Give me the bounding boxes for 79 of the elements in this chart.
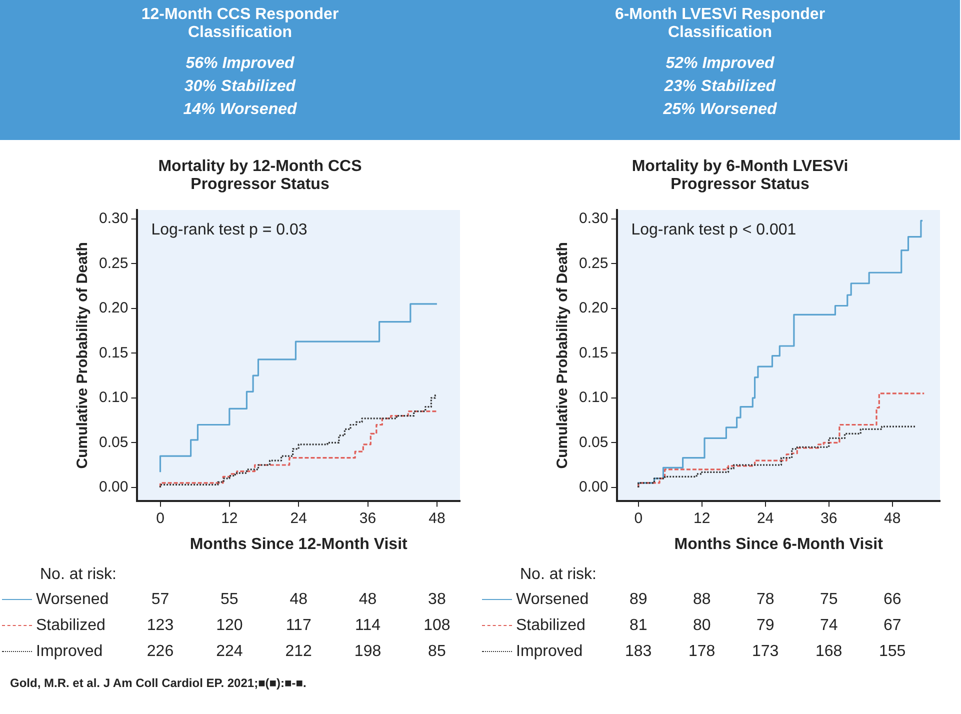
text: 89 xyxy=(629,591,648,609)
text: 108 xyxy=(424,617,450,635)
annotation: Log-rank test p = 0.03 xyxy=(151,221,308,238)
chart-title: Mortality by 12-Month CCS Progressor Status xyxy=(157,158,363,194)
x-axis-title: Months Since 12-Month Visit xyxy=(190,536,408,553)
text: 88 xyxy=(692,591,711,609)
legend-label: Improved xyxy=(515,643,583,661)
x-tick-label: 36 xyxy=(820,510,838,527)
x-tick-label: 48 xyxy=(884,510,901,527)
text: 123 xyxy=(146,617,174,635)
text: Gold, M.R. et al. J Am Coll Cardiol EP. 2021;■(■):■-■. xyxy=(9,676,308,690)
text: 183 xyxy=(625,643,652,661)
y-axis-title: Cumulative Probability of Death xyxy=(74,242,92,469)
x-tick-label: 24 xyxy=(290,510,307,527)
text: 114 xyxy=(355,617,381,635)
text: 198 xyxy=(354,643,382,661)
text: 155 xyxy=(879,643,906,661)
text: 14% Worsened xyxy=(182,100,298,120)
text: 226 xyxy=(146,643,174,661)
y-tick-label: 0.25 xyxy=(578,254,608,272)
y-tick-label: 0.00 xyxy=(578,478,608,496)
x-axis-title: Months Since 6-Month Visit xyxy=(674,536,884,553)
y-tick-label: 0.00 xyxy=(98,478,128,496)
legend-label: Stabilized xyxy=(515,617,586,635)
x-tick-label: 48 xyxy=(428,510,446,527)
text: 57 xyxy=(151,591,170,609)
y-tick-label: 0.20 xyxy=(578,300,608,317)
text: 67 xyxy=(883,617,902,635)
text: 168 xyxy=(816,643,842,661)
text: 80 xyxy=(692,617,711,635)
legend-label: Worsened xyxy=(515,591,589,609)
text: 38 xyxy=(428,591,446,609)
text: 6-Month LVESVi Responder Classification xyxy=(614,6,826,42)
y-tick-label: 0.30 xyxy=(578,210,608,228)
text: 75 xyxy=(820,591,838,609)
y-tick-label: 0.15 xyxy=(578,344,608,362)
y-tick-label: 0.20 xyxy=(98,300,128,317)
text: 74 xyxy=(820,617,838,635)
text: No. at risk: xyxy=(39,566,118,585)
text: 85 xyxy=(428,643,446,661)
text: 78 xyxy=(756,591,774,609)
x-tick-label: 24 xyxy=(757,510,774,527)
text: 224 xyxy=(216,643,243,661)
text: 25% Worsened xyxy=(662,100,778,120)
text: 23% Stabilized xyxy=(663,77,777,97)
x-tick-label: 0 xyxy=(156,510,164,527)
y-tick-label: 0.25 xyxy=(98,254,128,272)
y-tick-label: 0.05 xyxy=(578,434,608,451)
text: 212 xyxy=(285,643,312,661)
text: 48 xyxy=(290,591,308,609)
text: 12-Month CCS Responder Classification xyxy=(140,6,340,42)
legend-label: Improved xyxy=(35,643,103,661)
legend-label: Worsened xyxy=(35,591,109,609)
text: 48 xyxy=(358,591,377,609)
text: 81 xyxy=(629,617,648,635)
y-axis-title: Cumulative Probability of Death xyxy=(554,242,572,469)
chart-title: Mortality by 6-Month LVESVi Progressor Status xyxy=(630,158,850,194)
y-tick-label: 0.05 xyxy=(98,434,128,451)
y-tick-label: 0.10 xyxy=(578,389,608,406)
text: 117 xyxy=(286,617,312,635)
x-tick-label: 12 xyxy=(694,510,710,527)
x-tick-label: 12 xyxy=(221,510,238,527)
text: 120 xyxy=(216,617,243,635)
y-tick-label: 0.15 xyxy=(98,344,128,362)
annotation: Log-rank test p < 0.001 xyxy=(631,221,796,238)
text: No. at risk: xyxy=(519,566,598,585)
legend-label: Stabilized xyxy=(35,617,106,635)
text: 173 xyxy=(752,643,779,661)
text: 52% Improved xyxy=(664,54,776,74)
x-tick-label: 36 xyxy=(359,510,376,527)
text: 66 xyxy=(883,591,902,609)
text: 79 xyxy=(756,617,774,635)
text: 30% Stabilized xyxy=(183,77,297,97)
text: 55 xyxy=(220,591,238,609)
y-tick-label: 0.30 xyxy=(98,210,128,228)
text: 56% Improved xyxy=(184,54,296,74)
text: 178 xyxy=(688,643,716,661)
x-tick-label: 0 xyxy=(634,510,643,527)
y-tick-label: 0.10 xyxy=(98,389,128,406)
